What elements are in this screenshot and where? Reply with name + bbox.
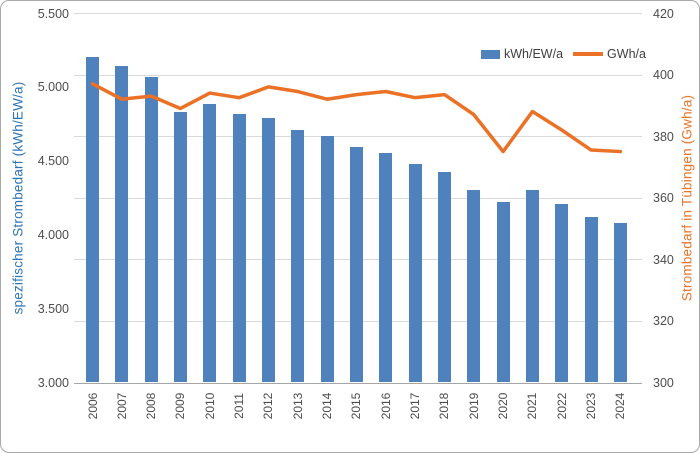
bar-2022 bbox=[555, 204, 569, 383]
right-tick-420: 420 bbox=[653, 6, 674, 21]
left-tick-4.000: 4.000 bbox=[37, 228, 69, 243]
x-tick-2018: 2018 bbox=[437, 392, 452, 420]
bar-2024 bbox=[613, 222, 627, 383]
left-tick-3.500: 3.500 bbox=[37, 302, 69, 317]
right-tick-400: 400 bbox=[653, 68, 674, 83]
x-tick-2009: 2009 bbox=[173, 392, 188, 420]
x-tick-2007: 2007 bbox=[114, 392, 129, 420]
bar-2020 bbox=[496, 202, 510, 383]
legend-line-swatch-icon bbox=[573, 52, 604, 56]
plot-area bbox=[74, 13, 642, 384]
bar-2007 bbox=[115, 66, 129, 383]
x-tick-2013: 2013 bbox=[290, 392, 305, 420]
x-tick-2016: 2016 bbox=[378, 392, 393, 420]
bar-2019 bbox=[467, 190, 481, 383]
bar-2011 bbox=[232, 113, 246, 383]
x-tick-2020: 2020 bbox=[496, 392, 511, 420]
bar-2006 bbox=[86, 57, 99, 383]
x-tick-2012: 2012 bbox=[261, 392, 276, 420]
bar-2017 bbox=[408, 163, 422, 383]
x-tick-2006: 2006 bbox=[85, 392, 100, 420]
bar-2021 bbox=[525, 189, 539, 383]
x-tick-2023: 2023 bbox=[584, 392, 599, 420]
bar-2008 bbox=[144, 77, 158, 383]
line-series bbox=[90, 82, 623, 154]
legend-bar-label: kWh/EW/a bbox=[504, 47, 564, 61]
right-tick-360: 360 bbox=[653, 191, 674, 206]
left-axis-title: spezifischer Strombedarf (kWh/EW/a) bbox=[10, 81, 26, 315]
right-tick-300: 300 bbox=[653, 376, 674, 390]
x-tick-2017: 2017 bbox=[408, 392, 423, 420]
legend: kWh/EW/a GWh/a bbox=[481, 47, 646, 61]
x-tick-2011: 2011 bbox=[232, 393, 247, 419]
right-tick-380: 380 bbox=[653, 129, 674, 144]
right-axis-title: Strombedarf in Tübingen (Gwh/a) bbox=[679, 94, 695, 302]
bar-2015 bbox=[349, 146, 363, 383]
legend-line-label: GWh/a bbox=[607, 47, 646, 61]
right-tick-320: 320 bbox=[653, 314, 674, 329]
bar-2009 bbox=[173, 112, 187, 383]
gridline bbox=[74, 136, 642, 138]
bar-2013 bbox=[291, 129, 305, 383]
x-tick-2022: 2022 bbox=[554, 392, 569, 420]
x-tick-2010: 2010 bbox=[202, 392, 217, 420]
left-tick-4.500: 4.500 bbox=[37, 154, 69, 169]
bar-2018 bbox=[437, 171, 451, 383]
x-axis-line bbox=[74, 382, 642, 384]
x-tick-2014: 2014 bbox=[320, 392, 335, 420]
bar-2023 bbox=[584, 216, 598, 383]
x-tick-2021: 2021 bbox=[525, 392, 540, 420]
bar-2016 bbox=[379, 152, 393, 383]
bar-2014 bbox=[320, 136, 334, 383]
bar-2012 bbox=[261, 117, 275, 383]
left-tick-5.500: 5.500 bbox=[37, 6, 69, 21]
left-tick-3.000: 3.000 bbox=[37, 376, 69, 390]
gridline bbox=[74, 74, 642, 76]
x-tick-2024: 2024 bbox=[613, 392, 628, 420]
x-tick-2019: 2019 bbox=[466, 392, 481, 420]
right-tick-340: 340 bbox=[653, 252, 674, 267]
x-tick-2015: 2015 bbox=[349, 392, 364, 420]
bar-2010 bbox=[203, 103, 217, 383]
legend-bar-swatch-icon bbox=[481, 49, 500, 59]
gridline bbox=[74, 13, 642, 14]
x-tick-2008: 2008 bbox=[144, 392, 159, 420]
left-tick-5.000: 5.000 bbox=[37, 80, 69, 95]
